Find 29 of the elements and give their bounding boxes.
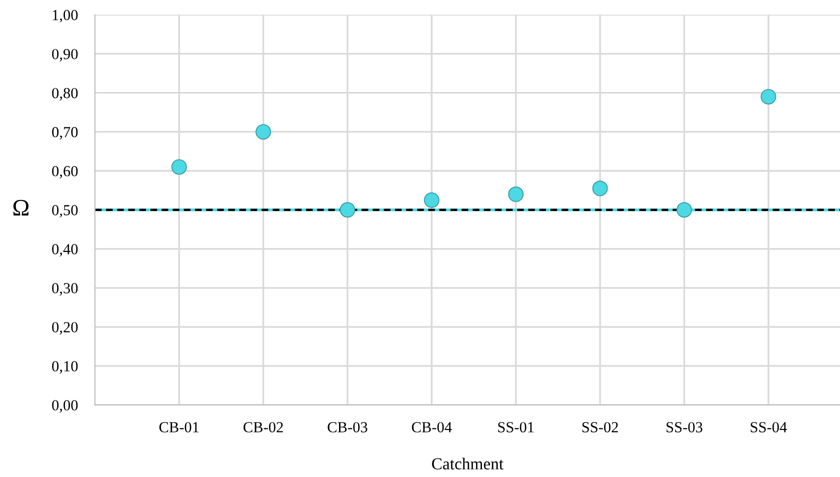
x-tick-label: SS-04 xyxy=(750,422,787,432)
y-tick-label: 1,00 xyxy=(52,10,78,22)
y-tick-label: 0,10 xyxy=(52,361,78,374)
x-tick-label: SS-02 xyxy=(582,422,618,432)
x-tick-label: CB-01 xyxy=(159,422,199,432)
point xyxy=(592,180,608,196)
y-tick-label: 0,20 xyxy=(52,322,78,335)
point xyxy=(340,202,356,218)
x-tick-label: CB-02 xyxy=(244,422,283,432)
y-tick-label: 0,40 xyxy=(52,244,78,257)
point xyxy=(171,159,187,175)
y-tick-label: 0,90 xyxy=(52,48,78,62)
point xyxy=(760,88,776,104)
y-tick-label: 0,50 xyxy=(52,205,78,218)
point xyxy=(508,186,524,202)
y-tick-label: 0,80 xyxy=(52,88,78,100)
x-tick-label: CB-04 xyxy=(412,422,452,432)
x-tick-label: SS-03 xyxy=(666,422,702,432)
point xyxy=(256,124,272,140)
y-tick-label: 0,70 xyxy=(52,126,78,140)
point xyxy=(424,192,440,208)
x-tick-label: SS-01 xyxy=(498,422,534,432)
x-tick-label: CB-03 xyxy=(328,422,368,432)
point xyxy=(676,202,692,218)
y-tick-label: 0,30 xyxy=(52,283,78,296)
y-tick-label: 0,00 xyxy=(52,400,78,413)
y-axis-title: Ω xyxy=(13,200,29,216)
x-axis-title: Catchment xyxy=(432,458,504,470)
y-tick-label: 0,60 xyxy=(52,166,78,179)
